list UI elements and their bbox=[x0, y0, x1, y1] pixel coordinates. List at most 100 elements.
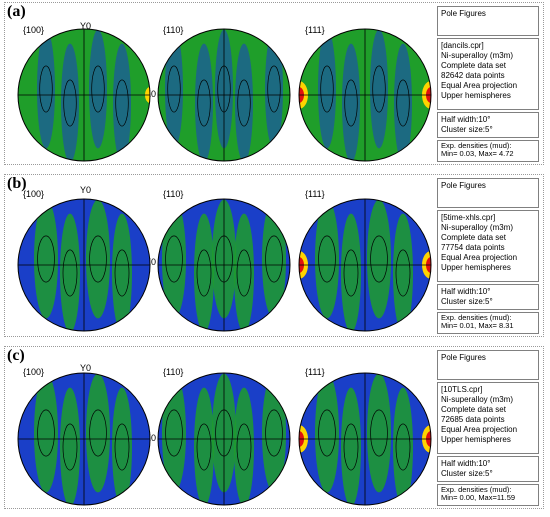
pf-contour bbox=[318, 235, 336, 283]
pf-contour bbox=[197, 79, 211, 127]
pf-label-111: {111} bbox=[305, 189, 325, 199]
axis-y0-label: Y0 bbox=[80, 363, 92, 373]
pf-band bbox=[112, 387, 132, 505]
pf-band bbox=[341, 387, 361, 505]
half-width: Half width:10° bbox=[441, 115, 491, 124]
pf-band bbox=[235, 43, 253, 161]
pf-band bbox=[61, 43, 79, 161]
info-line: 77754 data points bbox=[441, 243, 505, 252]
info-line: Complete data set bbox=[441, 405, 506, 414]
pf-contour bbox=[167, 65, 181, 113]
pf-peak-core bbox=[299, 431, 304, 447]
pole-figure-svg bbox=[17, 198, 432, 332]
pf-contour bbox=[265, 409, 283, 457]
info-line: Equal Area projection bbox=[441, 425, 518, 434]
pf-contour bbox=[370, 235, 388, 283]
pf-band bbox=[113, 43, 131, 161]
pf-contour bbox=[63, 79, 77, 127]
pf-contour bbox=[114, 423, 130, 471]
pf-contour bbox=[37, 235, 55, 283]
pf-label-111: {111} bbox=[305, 367, 325, 377]
info-line: Upper hemispheres bbox=[441, 263, 511, 272]
exp-densities: Exp. densities (mud): bbox=[441, 313, 512, 322]
info-line: Ni-superalloy (m3m) bbox=[441, 395, 514, 404]
pole-figure-2 bbox=[299, 29, 431, 161]
pf-band bbox=[367, 199, 391, 319]
panel-label: (a) bbox=[7, 3, 26, 20]
pole-figure-2 bbox=[299, 199, 431, 331]
pf-label-100: {100} bbox=[23, 367, 45, 377]
info-title-box: Pole Figures bbox=[437, 350, 539, 380]
pf-peak bbox=[145, 87, 150, 103]
pf-band bbox=[265, 29, 283, 149]
pole-figure-svg bbox=[17, 28, 432, 162]
axis-x0-label: X0 bbox=[145, 433, 157, 443]
pf-contour bbox=[165, 409, 183, 457]
pf-band bbox=[195, 43, 213, 161]
pf-band bbox=[60, 213, 80, 331]
exp-densities: Exp. densities (mud): bbox=[441, 485, 512, 494]
exp-densities: Exp. densities (mud): bbox=[441, 141, 512, 150]
cluster-size: Cluster size:5° bbox=[441, 297, 493, 306]
pf-band bbox=[60, 387, 80, 505]
pf-contour bbox=[89, 235, 107, 283]
info-dataset-box: [10TLS.cpr] Ni-superalloy (m3m) Complete… bbox=[437, 382, 539, 454]
panel-c: (c) {100} Y0 X0 {110} {111} Pole Figures… bbox=[4, 346, 544, 509]
pf-contour bbox=[236, 249, 252, 297]
pf-band bbox=[315, 199, 339, 319]
pf-peak-core bbox=[299, 87, 304, 103]
pf-band bbox=[34, 199, 58, 319]
info-line: 72685 data points bbox=[441, 415, 505, 424]
cluster-size: Cluster size:5° bbox=[441, 469, 493, 478]
pf-band bbox=[112, 213, 132, 331]
pf-contour bbox=[196, 423, 212, 471]
pf-band bbox=[194, 387, 214, 505]
info-line: 82642 data points bbox=[441, 71, 505, 80]
pf-contour bbox=[343, 423, 359, 471]
info-line: Complete data set bbox=[441, 61, 506, 70]
pf-contour bbox=[395, 423, 411, 471]
pf-peak-core bbox=[426, 87, 431, 103]
info-title-box: Pole Figures bbox=[437, 178, 539, 208]
pf-contour bbox=[62, 423, 78, 471]
pf-band bbox=[34, 373, 58, 493]
info-title: Pole Figures bbox=[441, 181, 486, 190]
pf-band bbox=[315, 373, 339, 493]
pf-peak-core bbox=[426, 257, 431, 273]
pf-contour bbox=[39, 65, 53, 113]
min-max: Min= 0.01, Max= 8.31 bbox=[441, 321, 514, 330]
info-line: Upper hemispheres bbox=[441, 435, 511, 444]
pf-contour bbox=[236, 423, 252, 471]
panel-b: (b) {100} Y0 X0 {110} {111} Pole Figures… bbox=[4, 174, 544, 337]
info-line: Upper hemispheres bbox=[441, 91, 511, 100]
pf-band bbox=[367, 373, 391, 493]
info-dataset-box: [dancils.cpr] Ni-superalloy (m3m) Comple… bbox=[437, 38, 539, 110]
info-line: Equal Area projection bbox=[441, 81, 518, 90]
half-width: Half width:10° bbox=[441, 459, 491, 468]
pf-contour bbox=[372, 65, 386, 113]
min-max: Min= 0.00, Max=11.59 bbox=[441, 493, 516, 502]
pf-band bbox=[194, 213, 214, 331]
pf-band bbox=[318, 29, 336, 149]
pf-contour bbox=[396, 79, 410, 127]
pf-contour bbox=[344, 79, 358, 127]
info-density-box: Exp. densities (mud): Min= 0.00, Max=11.… bbox=[437, 484, 539, 506]
panel-label: (c) bbox=[7, 347, 25, 364]
info-title: Pole Figures bbox=[441, 9, 486, 18]
pf-band bbox=[234, 213, 254, 331]
panel-label: (b) bbox=[7, 175, 27, 192]
pf-contour bbox=[267, 65, 281, 113]
pole-figures: {100} Y0 X0 {110} {111} bbox=[5, 347, 435, 510]
pf-label-100: {100} bbox=[23, 189, 45, 199]
pf-contour bbox=[37, 409, 55, 457]
pf-contour bbox=[237, 79, 251, 127]
info-dataset-box: [5time-xhls.cpr] Ni-superalloy (m3m) Com… bbox=[437, 210, 539, 282]
info-params-box: Half width:10° Cluster size:5° bbox=[437, 284, 539, 310]
info-title-box: Pole Figures bbox=[437, 6, 539, 36]
pf-band bbox=[86, 199, 110, 319]
info-line: Ni-superalloy (m3m) bbox=[441, 51, 514, 60]
pf-label-110: {110} bbox=[163, 189, 184, 199]
pf-band bbox=[89, 29, 107, 149]
pf-contour bbox=[343, 249, 359, 297]
pf-peak bbox=[422, 251, 431, 279]
